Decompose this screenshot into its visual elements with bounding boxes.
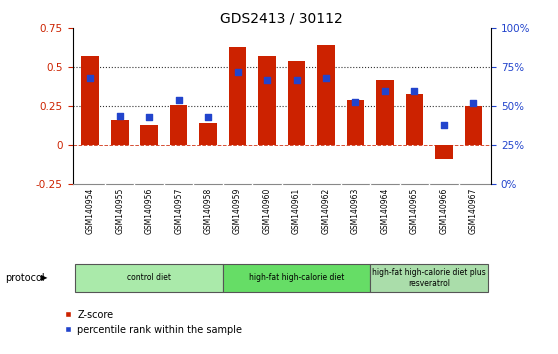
- Text: GSM140967: GSM140967: [469, 188, 478, 234]
- Text: high-fat high-calorie diet plus
resveratrol: high-fat high-calorie diet plus resverat…: [372, 268, 486, 287]
- Point: [263, 77, 272, 82]
- Text: GSM140960: GSM140960: [263, 188, 272, 234]
- FancyBboxPatch shape: [370, 263, 488, 292]
- Title: GDS2413 / 30112: GDS2413 / 30112: [220, 12, 343, 26]
- Bar: [376, 80, 394, 145]
- Point: [351, 99, 360, 104]
- Point: [116, 113, 124, 118]
- Point: [469, 100, 478, 106]
- Text: GSM140961: GSM140961: [292, 188, 301, 234]
- Bar: [140, 125, 158, 145]
- Text: GSM140965: GSM140965: [410, 188, 419, 234]
- Text: ▶: ▶: [41, 273, 47, 282]
- Bar: [406, 94, 424, 145]
- Point: [233, 69, 242, 75]
- Point: [86, 75, 95, 81]
- Bar: [170, 105, 187, 145]
- Text: GSM140966: GSM140966: [439, 188, 449, 234]
- Bar: [317, 45, 335, 145]
- Text: GSM140956: GSM140956: [145, 188, 153, 234]
- FancyBboxPatch shape: [75, 263, 223, 292]
- FancyBboxPatch shape: [223, 263, 370, 292]
- Text: GSM140955: GSM140955: [115, 188, 124, 234]
- Bar: [258, 56, 276, 145]
- Bar: [111, 120, 128, 145]
- Point: [439, 122, 448, 128]
- Text: GSM140964: GSM140964: [381, 188, 389, 234]
- Bar: [199, 123, 217, 145]
- Bar: [347, 100, 364, 145]
- Text: GSM140962: GSM140962: [321, 188, 330, 234]
- Text: GSM140959: GSM140959: [233, 188, 242, 234]
- Text: GSM140963: GSM140963: [351, 188, 360, 234]
- Bar: [288, 61, 305, 145]
- Text: control diet: control diet: [127, 273, 171, 282]
- Text: protocol: protocol: [6, 273, 45, 283]
- Bar: [229, 47, 247, 145]
- Point: [174, 97, 183, 103]
- Bar: [81, 56, 99, 145]
- Legend: Z-score, percentile rank within the sample: Z-score, percentile rank within the samp…: [61, 306, 246, 338]
- Point: [145, 114, 153, 120]
- Point: [321, 75, 330, 81]
- Point: [204, 114, 213, 120]
- Text: GSM140954: GSM140954: [86, 188, 95, 234]
- Point: [410, 88, 419, 93]
- Point: [381, 88, 389, 93]
- Bar: [435, 145, 453, 159]
- Text: GSM140957: GSM140957: [174, 188, 183, 234]
- Point: [292, 77, 301, 82]
- Text: high-fat high-calorie diet: high-fat high-calorie diet: [249, 273, 344, 282]
- Bar: [464, 106, 482, 145]
- Text: GSM140958: GSM140958: [204, 188, 213, 234]
